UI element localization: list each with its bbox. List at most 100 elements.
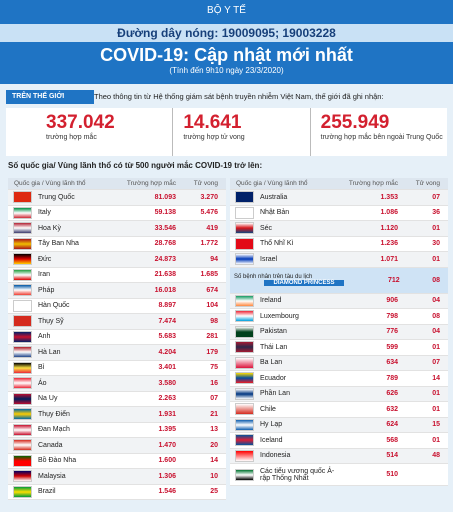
cases: 1.353: [380, 193, 398, 201]
country: Indonesia: [260, 452, 340, 459]
country: Hà Lan: [38, 349, 118, 356]
country-name: Hà Lan: [38, 348, 61, 356]
table-title: Số quốc gia/ Vùng lãnh thổ có từ 500 ngư…: [8, 161, 263, 170]
country: Hy Lạp: [260, 421, 340, 428]
table-row: Thổ Nhĩ Kì 1.236 30: [230, 237, 448, 252]
deaths: 14: [210, 457, 218, 465]
flag: [235, 387, 254, 400]
deaths: 25: [210, 488, 218, 496]
country: Iceland: [260, 437, 340, 444]
intro: Theo thông tin từ Hệ thống giám sát bệnh…: [94, 92, 384, 101]
table-row: Đức 24.873 94: [8, 252, 226, 268]
hotline: Đường dây nóng: 19009095; 19003228: [0, 24, 453, 42]
flag: [235, 468, 254, 481]
flag: [13, 485, 32, 498]
table-row: Pháp 16.018 674: [8, 283, 226, 299]
stat: 337.042 trường hợp mắc: [6, 108, 172, 156]
table-row: Phần Lan 626 01: [230, 386, 448, 402]
cases: 1.600: [158, 457, 176, 465]
flag: [235, 418, 254, 431]
country-name: Ireland: [260, 297, 282, 305]
deaths: 08: [432, 276, 440, 284]
table-row: Ba Lan 634 07: [230, 355, 448, 371]
country: Séc: [260, 225, 340, 232]
deaths: 21: [210, 410, 218, 418]
country-name: Đức: [38, 255, 52, 263]
country-name: Na Uy: [38, 395, 58, 403]
deaths: 30: [432, 240, 440, 248]
title: COVID-19: Cập nhật mới nhất: [100, 45, 353, 65]
flag: [13, 191, 32, 204]
country: Bồ Đào Nha: [38, 457, 118, 464]
cases: 2.263: [158, 395, 176, 403]
table-row: Séc 1.120 01: [230, 221, 448, 237]
country: Luxembourg: [260, 313, 340, 320]
flag: [13, 284, 32, 297]
deaths: 36: [432, 209, 440, 217]
country-name: Thụy Điển: [38, 410, 70, 418]
cases: 789: [386, 374, 398, 382]
flag: [235, 434, 254, 447]
stat-label: trường hợp mắc: [46, 134, 97, 141]
country: Đức: [38, 256, 118, 263]
country: Malaysia: [38, 473, 118, 480]
flag: [13, 423, 32, 436]
deaths: 48: [432, 452, 440, 460]
stat-value: 14.641: [183, 112, 242, 133]
stat-value: 255.949: [320, 112, 390, 133]
flag: [13, 206, 32, 219]
deaths: 07: [432, 359, 440, 367]
col-country: Quốc gia / Vùng lãnh thổ: [14, 180, 86, 187]
table-row: Indonesia 514 48: [230, 448, 448, 464]
cases: 626: [386, 390, 398, 398]
table-row: Hy Lạp 624 15: [230, 417, 448, 433]
flag: [235, 253, 254, 266]
flag: [13, 315, 32, 328]
deaths: 15: [432, 421, 440, 429]
deaths: 179: [206, 348, 218, 356]
deaths: 281: [206, 333, 218, 341]
table-row: Malaysia 1.306 10: [8, 469, 226, 485]
col-country: Quốc gia / Vùng lãnh thổ: [236, 180, 308, 187]
deaths: 75: [210, 364, 218, 372]
country-name: Ba Lan: [260, 359, 283, 367]
country-name: Israel: [260, 255, 278, 263]
country: Phần Lan: [260, 390, 340, 397]
cases: 510: [386, 471, 398, 478]
deaths: 10: [210, 472, 218, 480]
flag: [235, 191, 254, 204]
cases: 1.395: [158, 426, 176, 434]
country: Thụy Điển: [38, 411, 118, 418]
cases: 712: [388, 276, 400, 284]
cases: 1.306: [158, 472, 176, 480]
country: Thái Lan: [260, 344, 340, 351]
cases: 33.546: [154, 224, 176, 232]
cases: 624: [386, 421, 398, 429]
table-header: Quốc gia / Vùng lãnh thổ Trường hợp mắc Tử…: [8, 178, 226, 190]
table-row: Bồ Đào Nha 1.600 14: [8, 454, 226, 469]
table-row: Anh 5.683 281: [8, 330, 226, 345]
country-name: Thụy Sỹ: [38, 317, 64, 325]
country: Ecuador: [260, 375, 340, 382]
deaths: 01: [432, 255, 440, 263]
cases: 28.768: [154, 240, 176, 248]
country: Đan Mạch: [38, 426, 118, 433]
country: Canada: [38, 442, 118, 449]
stat-label: trường hợp mắc bên ngoài Trung Quốc: [320, 134, 443, 141]
country-name: Thái Lan: [260, 343, 288, 351]
flag: [13, 268, 32, 281]
country: Na Uy: [38, 395, 118, 402]
deaths: 5.476: [200, 209, 218, 217]
country: Hoa Kỳ: [38, 225, 118, 232]
table-header: Quốc gia / Vùng lãnh thổ Trường hợp mắc Tử…: [230, 178, 448, 190]
flag: [13, 454, 32, 467]
stats: 337.042 trường hợp mắc 14.641 trường hợp tử…: [6, 108, 447, 156]
country: Thổ Nhĩ Kì: [260, 240, 340, 247]
country: Chile: [260, 406, 340, 413]
country-name: Brazil: [38, 488, 56, 496]
country-name: Bỉ: [38, 364, 45, 372]
deaths: 01: [432, 405, 440, 413]
country-name: Thổ Nhĩ Kì: [260, 240, 294, 248]
country-name: Chile: [260, 405, 276, 413]
